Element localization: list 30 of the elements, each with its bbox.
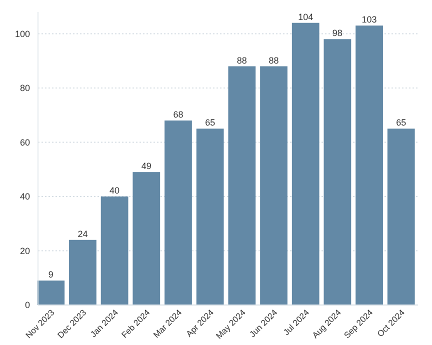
data-label: 98	[332, 28, 342, 38]
data-label: 88	[236, 55, 247, 66]
bar	[228, 66, 256, 305]
bar	[37, 280, 65, 305]
y-tick-label: 60	[20, 137, 30, 148]
y-tick-label: 0	[24, 300, 30, 310]
y-tick-label: 80	[20, 83, 30, 94]
y-tick-label: 40	[20, 192, 30, 202]
data-label: 104	[298, 12, 314, 22]
bar	[164, 120, 192, 305]
data-label: 88	[268, 55, 279, 66]
y-tick-label: 100	[14, 28, 30, 39]
data-label: 103	[362, 14, 377, 25]
bar	[132, 172, 160, 305]
bar	[260, 66, 288, 305]
bar	[196, 128, 224, 305]
data-label: 65	[396, 118, 406, 128]
bar	[356, 26, 383, 305]
bar	[324, 39, 352, 305]
data-label: 24	[78, 228, 88, 239]
data-label: 9	[48, 270, 54, 280]
bar	[292, 22, 320, 305]
data-label: 68	[173, 110, 184, 120]
bar	[100, 196, 128, 305]
bar	[387, 128, 415, 305]
data-label: 40	[110, 185, 120, 196]
data-label: 65	[205, 118, 216, 128]
y-tick-label: 20	[20, 246, 30, 256]
bar	[69, 240, 96, 305]
data-label: 49	[141, 161, 152, 172]
